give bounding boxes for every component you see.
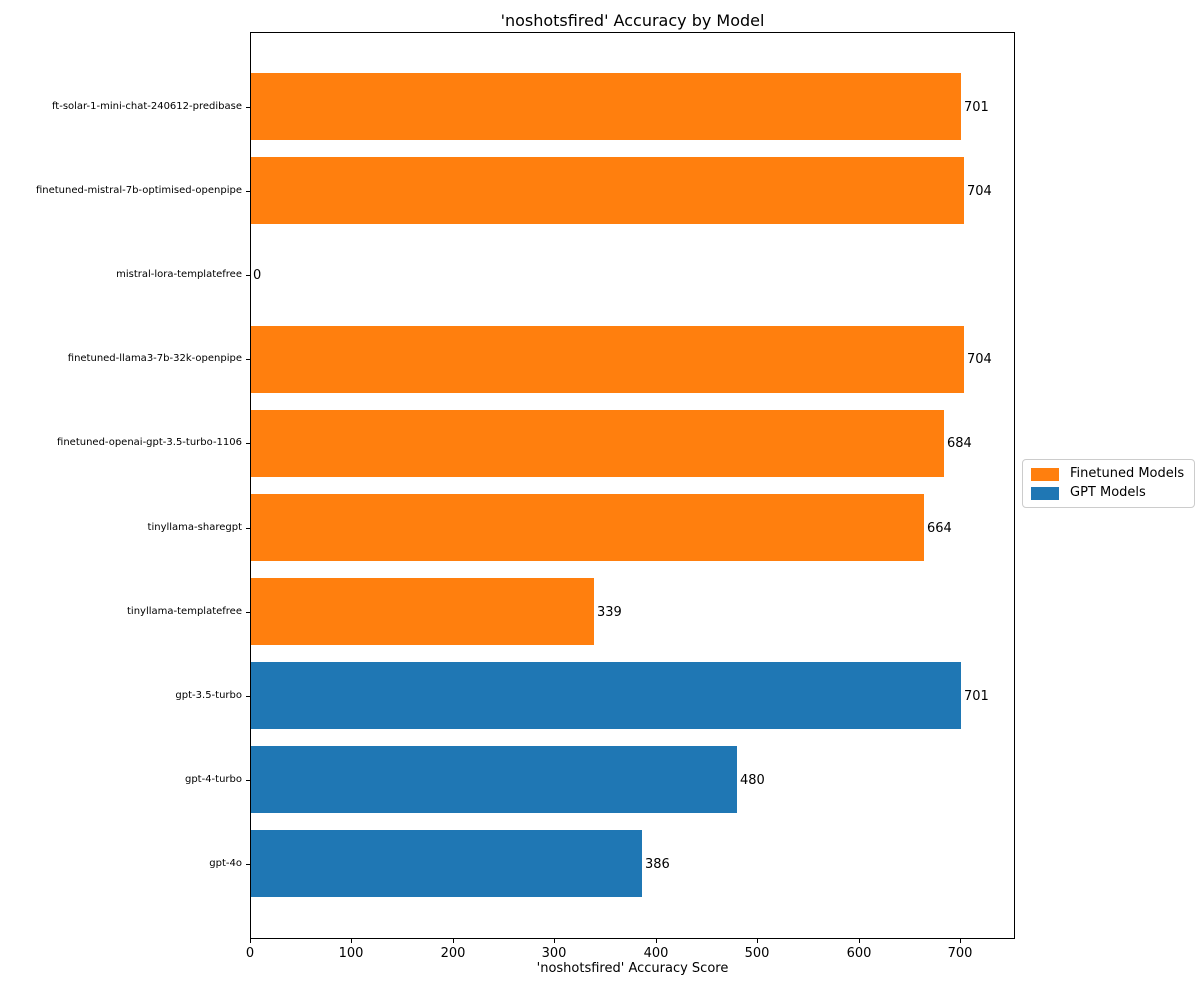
x-tick-mark: [960, 939, 961, 943]
bar-value-label: 701: [964, 100, 989, 115]
x-tick-mark: [351, 939, 352, 943]
x-tick-label: 300: [541, 946, 567, 961]
bar: [251, 73, 961, 140]
y-tick-label: tinyllama-sharegpt: [147, 522, 242, 533]
bar: [251, 578, 594, 645]
legend-row: Finetuned Models: [1031, 467, 1184, 481]
bar-value-label: 480: [740, 773, 765, 788]
bar: [251, 494, 924, 561]
legend-swatch: [1031, 467, 1059, 481]
x-tick-label: 100: [338, 946, 364, 961]
bar-value-label: 386: [645, 857, 670, 872]
y-tick-mark: [246, 780, 250, 781]
legend-row: GPT Models: [1031, 486, 1184, 500]
bar: [251, 157, 964, 224]
bar: [251, 830, 642, 897]
bar-value-label: 684: [947, 436, 972, 451]
y-tick-label: gpt-4-turbo: [184, 774, 242, 785]
x-tick-label: 0: [245, 946, 255, 961]
bar-value-label: 701: [964, 689, 989, 704]
y-tick-label: finetuned-llama3-7b-32k-openpipe: [67, 353, 242, 364]
chart-title: 'noshotsfired' Accuracy by Model: [500, 11, 765, 30]
y-tick-mark: [246, 528, 250, 529]
x-tick-mark: [554, 939, 555, 943]
legend: Finetuned Models GPT Models: [1022, 459, 1196, 508]
x-tick-mark: [859, 939, 860, 943]
y-tick-mark: [246, 612, 250, 613]
x-tick-mark: [757, 939, 758, 943]
bar-value-label: 339: [597, 605, 622, 620]
legend-label: Finetuned Models: [1070, 466, 1185, 481]
bar-value-label: 704: [967, 352, 992, 367]
x-tick-mark: [453, 939, 454, 943]
bar: [251, 326, 964, 393]
y-tick-mark: [246, 275, 250, 276]
x-tick-label: 700: [947, 946, 973, 961]
y-tick-mark: [246, 443, 250, 444]
legend-swatch: [1031, 486, 1059, 500]
x-tick-label: 600: [846, 946, 872, 961]
y-tick-label: finetuned-openai-gpt-3.5-turbo-1106: [57, 437, 242, 448]
bar-value-label: 704: [967, 184, 992, 199]
y-tick-mark: [246, 359, 250, 360]
y-tick-label: gpt-3.5-turbo: [175, 690, 242, 701]
legend-label: GPT Models: [1070, 485, 1146, 500]
y-tick-mark: [246, 864, 250, 865]
y-tick-mark: [246, 696, 250, 697]
x-tick-label: 400: [643, 946, 669, 961]
y-tick-mark: [246, 107, 250, 108]
y-tick-label: gpt-4o: [209, 858, 242, 869]
bar: [251, 410, 944, 477]
x-tick-label: 200: [440, 946, 466, 961]
bar-value-label: 0: [253, 268, 262, 283]
x-tick-mark: [656, 939, 657, 943]
x-axis-label: 'noshotsfired' Accuracy Score: [536, 961, 729, 976]
y-tick-label: ft-solar-1-mini-chat-240612-predibase: [51, 101, 242, 112]
y-tick-label: finetuned-mistral-7b-optimised-openpipe: [35, 185, 242, 196]
bar: [251, 662, 961, 729]
bar-value-label: 664: [927, 521, 952, 536]
y-tick-label: mistral-lora-templatefree: [116, 269, 242, 280]
bar: [251, 746, 737, 813]
y-tick-label: tinyllama-templatefree: [127, 606, 242, 617]
x-tick-label: 500: [744, 946, 770, 961]
y-tick-mark: [246, 191, 250, 192]
x-tick-mark: [250, 939, 251, 943]
